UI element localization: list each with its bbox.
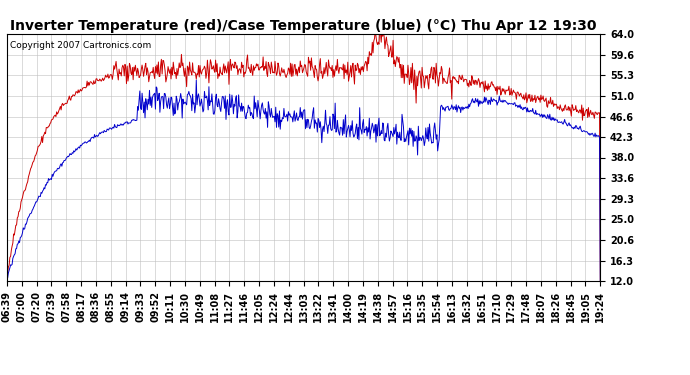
Text: Copyright 2007 Cartronics.com: Copyright 2007 Cartronics.com [10,41,151,50]
Title: Inverter Temperature (red)/Case Temperature (blue) (°C) Thu Apr 12 19:30: Inverter Temperature (red)/Case Temperat… [10,19,597,33]
